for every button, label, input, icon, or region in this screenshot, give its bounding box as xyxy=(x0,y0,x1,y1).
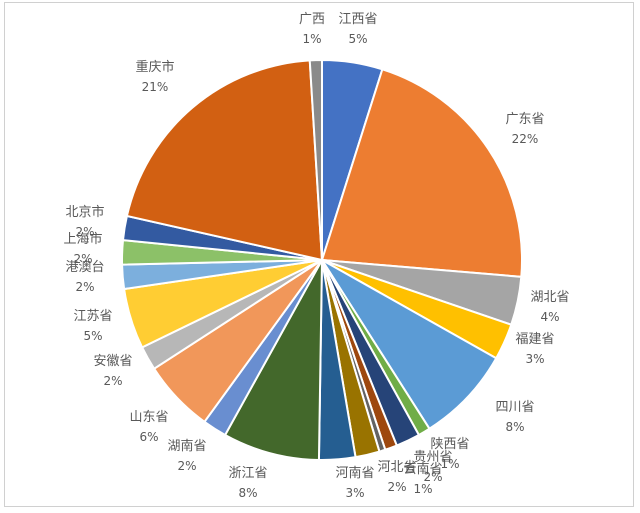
slice-percent-label: 22% xyxy=(512,132,539,146)
slice-percent-label: 3% xyxy=(525,352,544,366)
pie-labels: 江西省5%广东省22%湖北省4%福建省3%四川省8%陕西省1%贵州省2%云南省1… xyxy=(63,12,569,500)
slice-percent-label: 21% xyxy=(142,80,169,94)
slice-category-label: 江西省 xyxy=(338,12,377,27)
pie-slice xyxy=(308,58,323,261)
slice-label: 四川省 8% xyxy=(495,400,534,434)
slice-label: 云南省 1% xyxy=(403,461,442,496)
slice-label: 广东省 22% xyxy=(505,112,544,146)
slice-label: 山东省 6% xyxy=(129,410,168,444)
slice-category-label: 福建省 xyxy=(515,332,554,347)
slice-category-label: 陕西省 xyxy=(430,437,469,452)
slice-label: 江西省 5% xyxy=(338,12,377,46)
slice-label: 湖北省 4% xyxy=(530,290,569,324)
slice-percent-label: 2% xyxy=(177,459,196,473)
slice-category-label: 上海市 xyxy=(63,231,102,247)
slice-percent-label: 5% xyxy=(348,32,367,46)
slice-label: 安徽省 2% xyxy=(93,354,132,388)
slice-category-label: 湖南省 xyxy=(167,438,206,454)
slice-category-label: 江苏省 xyxy=(73,308,112,324)
slice-category-label: 浙江省 xyxy=(228,466,267,481)
slice-label: 河北省 2% xyxy=(377,460,416,494)
pie-slice xyxy=(320,68,523,278)
slice-category-label: 广东省 xyxy=(505,112,544,127)
slice-percent-label: 2% xyxy=(73,252,92,266)
slice-percent-label: 5% xyxy=(83,329,102,343)
slice-percent-label: 4% xyxy=(540,310,559,324)
slice-category-label: 云南省 xyxy=(403,461,442,477)
slice-label: 重庆市 21% xyxy=(135,59,174,94)
chart-frame: 江西省 5% 广东省 22% 湖北省 4% 福建省 3% 四川省 8% 陕西省 1% 贵州省 2% 云南省 1… xyxy=(4,2,634,507)
slice-percent-label: 2% xyxy=(103,374,122,388)
slice-percent-label: 2% xyxy=(75,280,94,294)
slice-category-label: 河北省 xyxy=(377,460,416,475)
slice-category-label: 贵州省 xyxy=(413,450,452,465)
slice-percent-label: 8% xyxy=(505,420,524,434)
slice-percent-label: 1% xyxy=(413,482,432,496)
slice-percent-label: 2% xyxy=(75,225,94,239)
slice-label: 浙江省 8% xyxy=(228,466,267,500)
slice-category-label: 河南省 xyxy=(335,465,374,481)
slice-label: 港澳台 2% xyxy=(65,259,104,294)
slice-label: 江苏省 5% xyxy=(73,308,112,343)
slice-percent-label: 6% xyxy=(139,430,158,444)
slice-category-label: 安徽省 xyxy=(93,354,132,369)
slice-label: 上海市 2% xyxy=(63,231,102,266)
slice-percent-label: 1% xyxy=(302,32,321,46)
slice-category-label: 重庆市 xyxy=(135,59,174,75)
slice-percent-label: 3% xyxy=(345,486,364,500)
slice-label: 湖南省 2% xyxy=(167,438,206,473)
slice-label: 河南省 3% xyxy=(335,465,374,500)
slice-percent-label: 2% xyxy=(423,470,442,484)
slice-label: 陕西省 1% xyxy=(430,437,469,471)
pie-slice xyxy=(125,59,324,262)
pie-slice xyxy=(223,259,323,461)
pie-slice xyxy=(321,259,498,431)
slice-category-label: 四川省 xyxy=(495,400,534,415)
slice-label: 贵州省 2% xyxy=(413,450,452,484)
slice-label: 福建省 3% xyxy=(515,332,554,366)
slice-label: 广西 1% xyxy=(299,12,325,46)
slice-category-label: 港澳台 xyxy=(65,259,104,275)
slice-label: 北京市 2% xyxy=(65,204,104,239)
slice-category-label: 广西 xyxy=(299,12,325,27)
slice-percent-label: 8% xyxy=(238,486,257,500)
pie-chart: 江西省5%广东省22%湖北省4%福建省3%四川省8%陕西省1%贵州省2%云南省1… xyxy=(63,12,569,500)
slice-percent-label: 2% xyxy=(387,480,406,494)
pie-slices xyxy=(121,58,523,461)
slice-category-label: 北京市 xyxy=(65,204,104,220)
slice-category-label: 山东省 xyxy=(129,410,168,425)
slice-category-label: 湖北省 xyxy=(530,290,569,305)
slice-percent-label: 1% xyxy=(440,457,459,471)
